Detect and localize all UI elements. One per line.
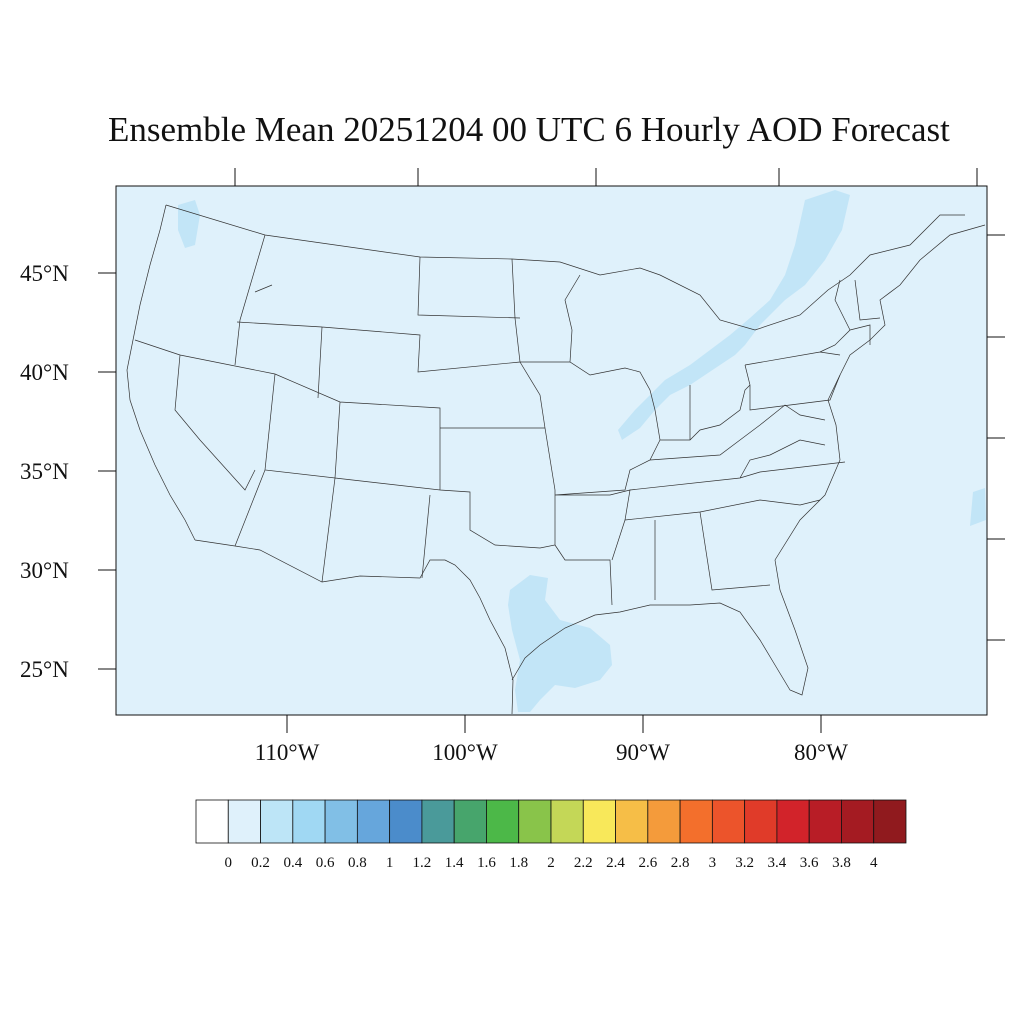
- bottom-ticks: [286, 715, 822, 733]
- colorbar-label: 0.8: [348, 855, 367, 871]
- map-title: Ensemble Mean 20251204 00 UTC 6 Hourly A…: [108, 110, 950, 149]
- colorbar-swatch: [356, 799, 391, 844]
- colorbar-swatch: [227, 799, 261, 844]
- left-ticks: [98, 272, 116, 670]
- colorbar-label: 3.8: [832, 855, 851, 871]
- interior-grid: [134, 234, 881, 606]
- plume-northeast-band: [618, 190, 850, 440]
- colorbar-label: 0: [225, 855, 233, 871]
- colorbar-swatch: [518, 799, 552, 844]
- aod-plumes: [178, 190, 986, 712]
- colorbar-swatch: [711, 799, 746, 844]
- colorbar-label: 3.6: [800, 855, 819, 871]
- top-ticks: [234, 168, 978, 186]
- colorbar-label: 1.4: [445, 855, 464, 871]
- plume-gulf-texas: [508, 575, 612, 712]
- lon-label-80: 80°W: [794, 740, 848, 765]
- longitude-labels: 110°W 100°W 90°W 80°W: [255, 740, 849, 765]
- lat-label-35: 35°N: [20, 459, 69, 484]
- colorbar-swatch: [195, 799, 229, 844]
- colorbar-label: 1.6: [477, 855, 496, 871]
- colorbar: 0 0.2 0.4 0.6 0.8 1 1.2 1.4 1.6 1.8 2 2.2 2.4 2.6 2.8 3…: [195, 799, 907, 871]
- us-mexico-border: [194, 539, 514, 715]
- colorbar-label: 1.8: [509, 855, 528, 871]
- plume-east-edge: [970, 488, 986, 526]
- colorbar-label: 2.8: [671, 855, 690, 871]
- colorbar-swatch: [873, 799, 907, 844]
- lat-label-25: 25°N: [20, 657, 69, 682]
- lon-label-110: 110°W: [255, 740, 320, 765]
- colorbar-label: 3.2: [735, 855, 754, 871]
- lon-label-100: 100°W: [432, 740, 498, 765]
- colorbar-label: 3.4: [768, 855, 787, 871]
- west-coast: [126, 204, 196, 541]
- colorbar-swatch: [841, 799, 875, 844]
- colorbar-swatch: [292, 799, 326, 844]
- colorbar-swatch: [615, 799, 649, 844]
- colorbar-label: 2: [547, 855, 555, 871]
- colorbar-swatch: [808, 799, 842, 844]
- lat-label-30: 30°N: [20, 558, 69, 583]
- lat-label-40: 40°N: [20, 360, 69, 385]
- right-ticks: [987, 234, 1005, 641]
- colorbar-label: 2.2: [574, 855, 593, 871]
- colorbar-swatch: [744, 799, 778, 844]
- colorbar-swatch: [421, 799, 455, 844]
- latitude-labels: 45°N 40°N 35°N 30°N 25°N: [20, 261, 69, 682]
- colorbar-label: 2.6: [638, 855, 657, 871]
- east-coast: [774, 224, 986, 561]
- gulf-coast: [511, 559, 809, 696]
- colorbar-swatch: [776, 799, 810, 844]
- colorbar-label: 0.4: [283, 855, 302, 871]
- colorbar-label: 1.2: [413, 855, 432, 871]
- colorbar-swatch: [260, 799, 294, 844]
- colorbar-label: 1: [386, 855, 394, 871]
- colorbar-swatch: [582, 799, 616, 844]
- colorbar-swatch: [647, 799, 681, 844]
- colorbar-swatch: [389, 799, 423, 844]
- colorbar-swatch: [679, 799, 713, 844]
- map-frame: [115, 185, 988, 716]
- plume-puget: [178, 200, 200, 248]
- colorbar-label: 3: [709, 855, 717, 871]
- lon-label-90: 90°W: [616, 740, 670, 765]
- colorbar-swatch: [453, 799, 487, 844]
- colorbar-swatch: [324, 799, 358, 844]
- colorbar-swatch: [486, 799, 520, 844]
- us-canada-border: [165, 204, 965, 331]
- colorbar-label: 4: [870, 855, 878, 871]
- colorbar-label: 2.4: [606, 855, 625, 871]
- colorbar-swatch: [550, 799, 584, 844]
- colorbar-label: 0.2: [251, 855, 270, 871]
- state-boundaries: [126, 204, 986, 715]
- colorbar-label: 0.6: [316, 855, 335, 871]
- lat-label-45: 45°N: [20, 261, 69, 286]
